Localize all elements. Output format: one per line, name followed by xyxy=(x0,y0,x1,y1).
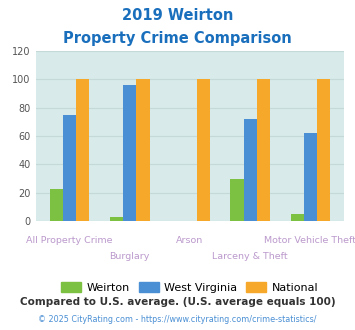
Text: Burglary: Burglary xyxy=(109,252,150,261)
Text: Property Crime Comparison: Property Crime Comparison xyxy=(63,31,292,46)
Text: Larceny & Theft: Larceny & Theft xyxy=(212,252,288,261)
Text: Arson: Arson xyxy=(176,236,203,246)
Bar xyxy=(257,80,270,221)
Bar xyxy=(230,179,244,221)
Bar xyxy=(136,80,149,221)
Text: 2019 Weirton: 2019 Weirton xyxy=(122,8,233,23)
Text: Motor Vehicle Theft: Motor Vehicle Theft xyxy=(264,236,355,246)
Text: © 2025 CityRating.com - https://www.cityrating.com/crime-statistics/: © 2025 CityRating.com - https://www.city… xyxy=(38,315,317,324)
Bar xyxy=(244,119,257,221)
Text: Compared to U.S. average. (U.S. average equals 100): Compared to U.S. average. (U.S. average … xyxy=(20,297,335,307)
Bar xyxy=(63,115,76,221)
Bar xyxy=(317,80,330,221)
Bar xyxy=(290,214,304,221)
Legend: Weirton, West Virginia, National: Weirton, West Virginia, National xyxy=(57,278,323,297)
Bar xyxy=(304,133,317,221)
Text: All Property Crime: All Property Crime xyxy=(26,236,113,246)
Bar xyxy=(123,85,136,221)
Bar xyxy=(197,80,210,221)
Bar xyxy=(110,217,123,221)
Bar xyxy=(76,80,89,221)
Bar xyxy=(50,188,63,221)
